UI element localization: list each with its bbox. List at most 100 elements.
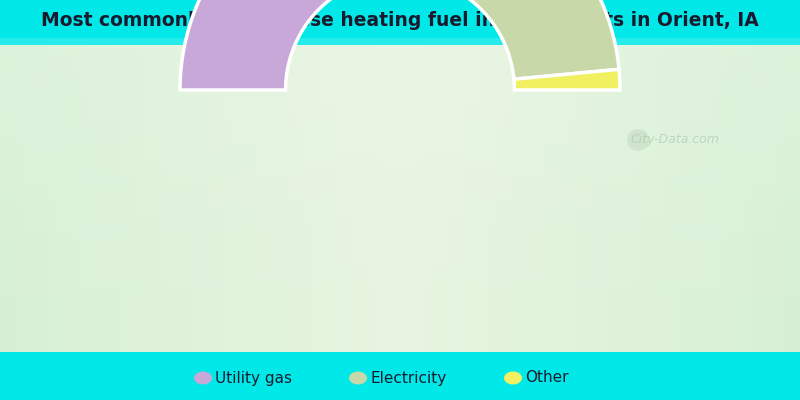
- Bar: [0, 142, 800, 150]
- Bar: [435, 45, 440, 352]
- Bar: [425, 45, 430, 352]
- Bar: [660, 45, 665, 352]
- Text: Most commonly used house heating fuel in apartments in Orient, IA: Most commonly used house heating fuel in…: [41, 10, 759, 30]
- Bar: [695, 45, 700, 352]
- Bar: [85, 45, 90, 352]
- Bar: [440, 45, 445, 352]
- Bar: [260, 45, 265, 352]
- Bar: [410, 45, 415, 352]
- Bar: [130, 45, 135, 352]
- Bar: [0, 172, 800, 180]
- Bar: [470, 45, 475, 352]
- Bar: [340, 45, 345, 352]
- Bar: [0, 120, 800, 128]
- Bar: [415, 45, 420, 352]
- Bar: [110, 45, 115, 352]
- Bar: [700, 45, 705, 352]
- Bar: [0, 135, 800, 142]
- Bar: [360, 45, 365, 352]
- Bar: [480, 45, 485, 352]
- Bar: [0, 195, 800, 202]
- Text: City-Data.com: City-Data.com: [630, 134, 719, 146]
- Bar: [0, 322, 800, 330]
- Bar: [525, 45, 530, 352]
- Bar: [0, 52, 800, 60]
- Bar: [505, 45, 510, 352]
- Bar: [60, 45, 65, 352]
- Bar: [0, 218, 800, 225]
- Bar: [95, 45, 100, 352]
- Bar: [295, 45, 300, 352]
- Bar: [120, 45, 125, 352]
- Bar: [620, 45, 625, 352]
- Text: Utility gas: Utility gas: [215, 370, 292, 386]
- Bar: [575, 45, 580, 352]
- Polygon shape: [180, 0, 390, 90]
- Bar: [725, 45, 730, 352]
- Bar: [0, 188, 800, 195]
- Bar: [560, 45, 565, 352]
- Bar: [0, 68, 800, 75]
- Text: Electricity: Electricity: [370, 370, 446, 386]
- Bar: [780, 45, 785, 352]
- Bar: [0, 98, 800, 105]
- Bar: [0, 300, 800, 308]
- Bar: [395, 45, 400, 352]
- Bar: [70, 45, 75, 352]
- Bar: [730, 45, 735, 352]
- Bar: [0, 82, 800, 90]
- Bar: [0, 330, 800, 338]
- Bar: [75, 45, 80, 352]
- Bar: [595, 45, 600, 352]
- Bar: [45, 45, 50, 352]
- Bar: [0, 45, 800, 352]
- Bar: [665, 45, 670, 352]
- Bar: [50, 45, 55, 352]
- Bar: [25, 45, 30, 352]
- Bar: [200, 45, 205, 352]
- Bar: [125, 45, 130, 352]
- Bar: [0, 128, 800, 135]
- Bar: [740, 45, 745, 352]
- Bar: [675, 45, 680, 352]
- Bar: [90, 45, 95, 352]
- Bar: [770, 45, 775, 352]
- Bar: [250, 45, 255, 352]
- Bar: [0, 60, 800, 68]
- Bar: [0, 38, 800, 45]
- Bar: [0, 0, 800, 45]
- Bar: [0, 248, 800, 255]
- Bar: [180, 45, 185, 352]
- Bar: [540, 45, 545, 352]
- Bar: [210, 45, 215, 352]
- Bar: [650, 45, 655, 352]
- Bar: [220, 45, 225, 352]
- Bar: [215, 45, 220, 352]
- Bar: [670, 45, 675, 352]
- Bar: [355, 45, 360, 352]
- Bar: [350, 45, 355, 352]
- Bar: [275, 45, 280, 352]
- Bar: [785, 45, 790, 352]
- Ellipse shape: [349, 372, 367, 384]
- Bar: [0, 210, 800, 218]
- Bar: [0, 352, 800, 400]
- Bar: [450, 45, 455, 352]
- Bar: [145, 45, 150, 352]
- Bar: [485, 45, 490, 352]
- Bar: [345, 45, 350, 352]
- Bar: [265, 45, 270, 352]
- Bar: [240, 45, 245, 352]
- Bar: [115, 45, 120, 352]
- Ellipse shape: [194, 372, 212, 384]
- Bar: [745, 45, 750, 352]
- Bar: [0, 75, 800, 82]
- Bar: [375, 45, 380, 352]
- Bar: [515, 45, 520, 352]
- Bar: [385, 45, 390, 352]
- Bar: [0, 150, 800, 158]
- Bar: [0, 262, 800, 270]
- Bar: [0, 105, 800, 112]
- Bar: [495, 45, 500, 352]
- Bar: [550, 45, 555, 352]
